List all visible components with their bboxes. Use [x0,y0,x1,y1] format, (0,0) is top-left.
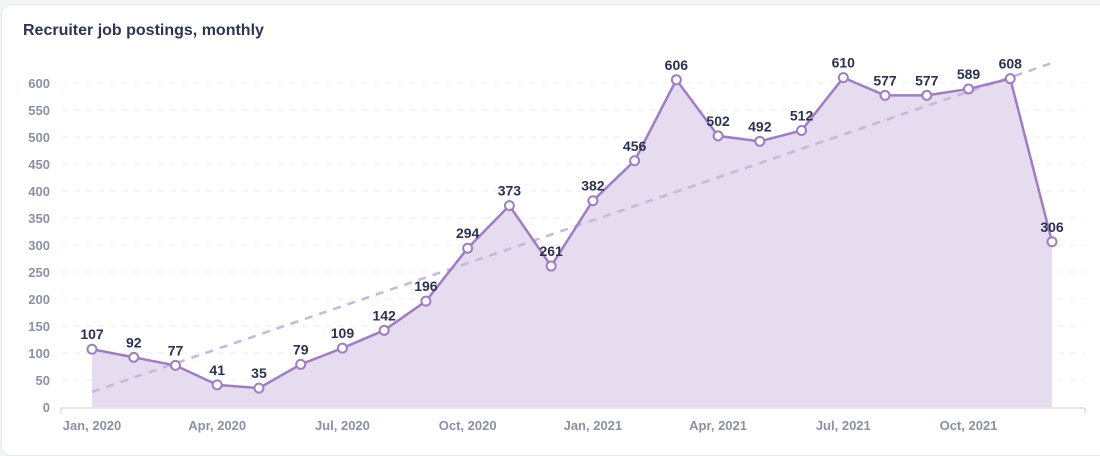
data-point [629,155,641,167]
data-point [879,89,891,101]
y-tick-label: 250 [28,265,50,280]
x-tick-label: Jul, 2021 [816,418,871,433]
data-point [796,125,808,137]
data-point [253,382,265,394]
data-label: 35 [251,365,267,381]
x-tick-label: Jan, 2020 [63,418,122,433]
data-point [336,342,348,354]
data-label: 261 [539,243,563,259]
y-tick-label: 450 [28,157,50,172]
y-tick-label: 550 [28,103,50,118]
y-tick-label: 150 [28,319,50,334]
data-point [462,242,474,254]
x-tick-label: Jan, 2021 [564,418,623,433]
data-label: 382 [581,178,605,194]
data-label: 196 [414,278,438,294]
x-tick-label: Apr, 2020 [188,418,246,433]
data-point [211,379,223,391]
y-tick-label: 400 [28,184,50,199]
y-tick-label: 0 [43,400,50,415]
x-tick-label: Apr, 2021 [689,418,747,433]
trend-line [91,61,1053,394]
data-point [587,195,599,207]
data-point [545,260,557,272]
data-label: 109 [331,325,355,341]
data-label: 577 [873,72,897,88]
x-tick-label: Jul, 2020 [315,418,370,433]
line-chart: 0 50 100 150 200 250 300 350 400 450 500 550 600 Jan,… [28,55,1086,433]
x-tick-label: Oct, 2021 [940,418,998,433]
data-point [712,130,724,142]
series-line [91,76,1054,390]
data-label: 492 [748,118,772,134]
y-tick-label: 100 [28,346,50,361]
y-tick-label: 600 [28,76,50,91]
data-label: 294 [456,225,480,241]
data-point [1046,236,1058,248]
x-tick-label: Oct, 2020 [439,418,497,433]
data-label: 92 [126,334,142,350]
data-point [378,324,390,336]
data-label: 577 [915,72,939,88]
data-point [754,135,766,147]
data-label: 142 [372,307,396,323]
data-label: 610 [832,55,856,71]
data-point [86,343,98,355]
data-label: 79 [293,341,309,357]
y-tick-label: 350 [28,211,50,226]
data-label: 107 [80,326,104,342]
data-point [169,359,181,371]
data-label: 589 [957,66,981,82]
data-point [670,74,682,86]
y-tick-label: 50 [36,373,50,388]
data-label: 502 [706,113,730,129]
data-label: 306 [1040,219,1064,235]
y-tick-label: 500 [28,130,50,145]
data-label: 456 [623,138,647,154]
data-label: 77 [168,342,184,358]
data-label: 608 [999,56,1023,72]
data-point [503,200,515,212]
data-point [420,295,432,307]
data-point [295,358,307,370]
data-label: 41 [209,362,225,378]
data-label: 512 [790,108,814,124]
data-label: 373 [498,183,522,199]
data-point [837,72,849,84]
area-fill [92,77,1052,407]
y-tick-label: 300 [28,238,50,253]
data-point [128,351,140,363]
data-label: 606 [665,57,689,73]
chart-title: Recruiter job postings, monthly [23,22,264,39]
data-point [1004,73,1016,85]
data-point [963,83,975,95]
y-tick-label: 200 [28,292,50,307]
data-point [921,89,933,101]
